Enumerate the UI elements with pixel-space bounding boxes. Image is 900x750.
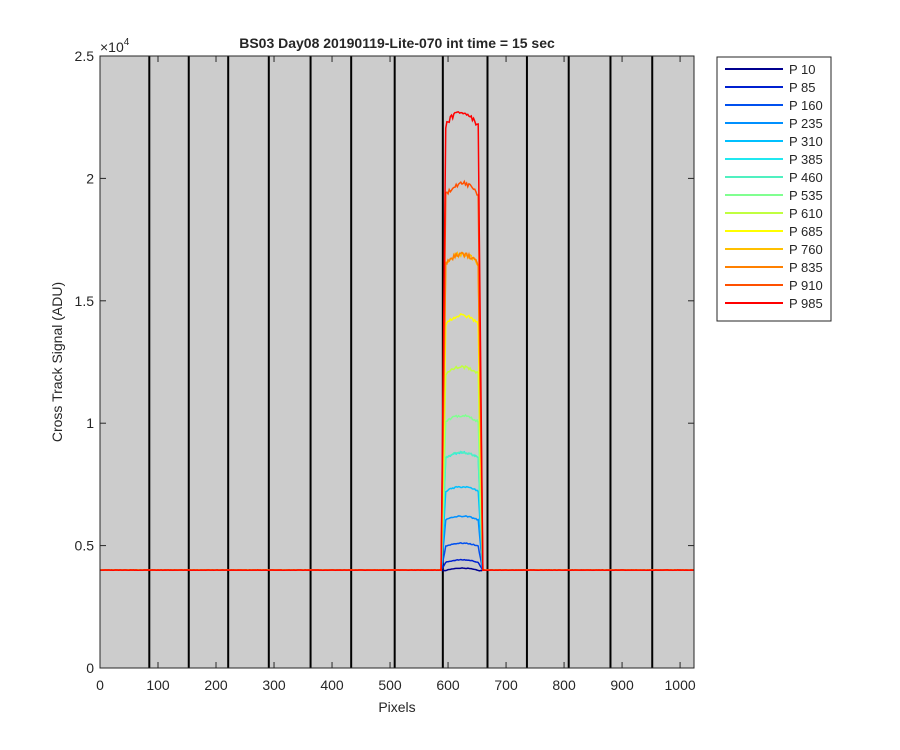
legend-label-p-610: P 610	[789, 206, 823, 221]
legend-label-p-910: P 910	[789, 278, 823, 293]
series-line-p-985	[99, 111, 695, 572]
chart-title: BS03 Day08 20190119-Lite-070 int time = …	[239, 35, 555, 51]
legend-label-p-685: P 685	[789, 224, 823, 239]
axes-frame	[99, 55, 695, 669]
plot-area	[99, 56, 695, 668]
legend-label-p-10: P 10	[789, 62, 816, 77]
legend-label-p-385: P 385	[789, 152, 823, 167]
x-tick-label: 1000	[665, 677, 696, 693]
x-tick-label: 700	[494, 677, 518, 693]
y-axis-title: Cross Track Signal (ADU)	[49, 282, 65, 442]
legend-label-p-85: P 85	[789, 80, 816, 95]
legend-label-p-235: P 235	[789, 116, 823, 131]
y-axis-exponent-power: 4	[124, 37, 130, 48]
legend-label-p-160: P 160	[789, 98, 823, 113]
plot-background	[100, 56, 694, 668]
x-tick-label: 300	[262, 677, 286, 693]
x-tick-label: 800	[552, 677, 576, 693]
legend-label-p-760: P 760	[789, 242, 823, 257]
legend-label-p-310: P 310	[789, 134, 823, 149]
y-tick-label: 2.5	[75, 48, 95, 64]
x-tick-label: 200	[204, 677, 228, 693]
x-tick-label: 600	[436, 677, 460, 693]
y-tick-label: 0.5	[75, 538, 95, 554]
x-tick-label: 0	[96, 677, 104, 693]
x-tick-label: 900	[610, 677, 634, 693]
x-tick-label: 400	[320, 677, 344, 693]
y-tick-label: 2	[86, 170, 94, 186]
legend-label-p-835: P 835	[789, 260, 823, 275]
x-tick-label: 100	[146, 677, 170, 693]
y-tick-label: 1.5	[75, 293, 95, 309]
y-axis-exponent: ×104	[100, 37, 130, 55]
legend: P 10 P 85 P 160 P 235 P 310 P 385 P 460 P 535 P …	[716, 56, 832, 322]
legend-label-p-535: P 535	[789, 188, 823, 203]
y-axis-exponent-base: ×10	[100, 39, 124, 55]
axes: 0 100 200 300 400 500 600 700 800 900 1000 0 0.5 1 1.5…	[75, 48, 696, 693]
legend-box	[716, 56, 832, 322]
y-tick-label: 1	[86, 415, 94, 431]
x-axis-title: Pixels	[378, 699, 415, 715]
legend-label-p-985: P 985	[789, 296, 823, 311]
x-tick-label: 500	[378, 677, 402, 693]
y-tick-label: 0	[86, 660, 94, 676]
legend-label-p-460: P 460	[789, 170, 823, 185]
